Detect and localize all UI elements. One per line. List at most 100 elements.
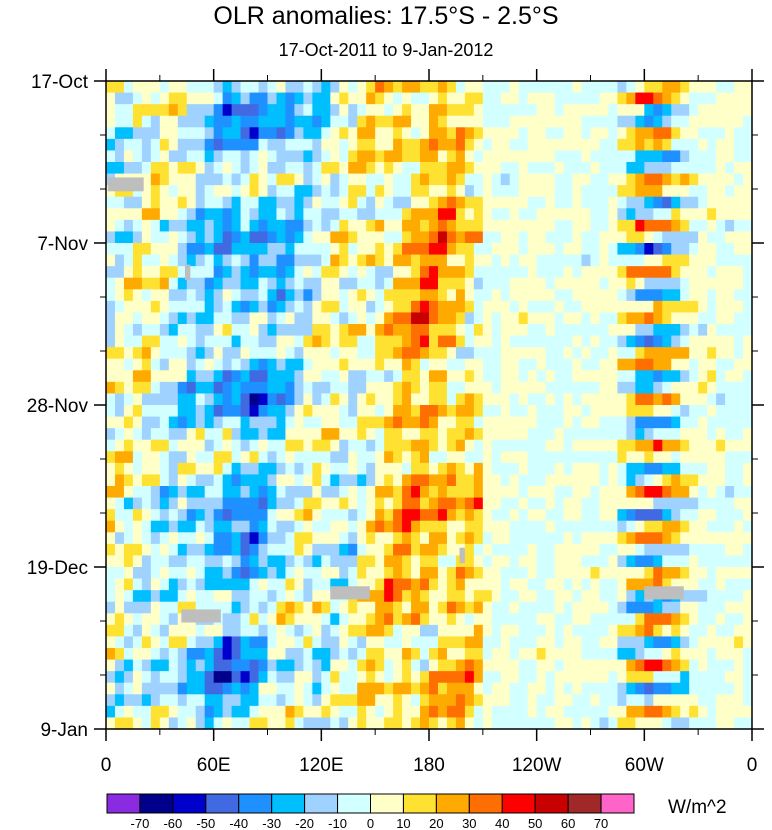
field-cell — [375, 243, 385, 256]
field-cell — [186, 266, 197, 279]
field-cell — [123, 486, 134, 499]
field-cell — [572, 474, 583, 487]
field-cell — [366, 358, 376, 371]
field-cell — [689, 486, 699, 499]
field-cell — [303, 173, 313, 186]
field-cell — [339, 555, 349, 568]
field-cell — [572, 717, 583, 730]
field-cell — [213, 277, 224, 290]
field-cell — [608, 682, 619, 695]
field-cell — [348, 138, 358, 152]
field-cell — [106, 601, 116, 614]
field-cell — [446, 104, 457, 117]
field-cell — [150, 324, 161, 337]
field-cell — [743, 671, 753, 684]
field-cell — [411, 648, 421, 661]
field-cell — [330, 254, 340, 267]
field-cell — [402, 648, 412, 661]
field-cell — [662, 231, 672, 244]
field-cell — [437, 624, 448, 638]
field-cell — [357, 300, 367, 314]
field-cell — [420, 289, 430, 302]
field-cell — [734, 601, 744, 614]
field-cell — [303, 370, 313, 383]
field-cell — [662, 312, 672, 325]
field-cell — [446, 509, 457, 522]
field-cell — [330, 381, 340, 395]
field-cell — [393, 601, 403, 614]
field-cell — [608, 462, 619, 476]
field-cell — [698, 381, 708, 395]
field-cell — [572, 115, 583, 128]
field-cell — [357, 219, 367, 233]
field-cell — [339, 648, 349, 661]
field-cell — [429, 243, 439, 256]
field-cell — [303, 416, 313, 429]
field-cell — [150, 393, 161, 406]
field-cell — [437, 636, 448, 649]
field-cell — [303, 624, 313, 638]
field-cell — [734, 381, 744, 395]
field-cell — [348, 509, 358, 522]
field-cell — [150, 254, 161, 267]
field-cell — [509, 243, 520, 256]
field-cell — [698, 370, 708, 383]
field-cell — [671, 219, 681, 233]
field-cell — [554, 567, 565, 580]
field-cell — [491, 474, 502, 487]
field-cell — [231, 104, 242, 117]
field-cell — [473, 92, 484, 105]
field-cell — [581, 578, 592, 591]
field-cell — [411, 486, 421, 499]
field-cell — [213, 462, 224, 476]
field-cell — [213, 219, 224, 233]
field-cell — [168, 81, 179, 94]
field-cell — [599, 659, 610, 672]
field-cell — [545, 578, 556, 591]
field-cell — [294, 648, 304, 661]
field-cell — [734, 243, 744, 256]
field-cell — [599, 509, 610, 522]
field-cell — [608, 324, 619, 337]
field-cell — [258, 162, 269, 175]
field-cell — [303, 358, 313, 371]
field-cell — [366, 185, 376, 198]
field-cell — [518, 81, 529, 94]
field-cell — [509, 185, 520, 198]
field-cell — [393, 196, 403, 209]
field-cell — [168, 335, 179, 348]
field-cell — [617, 104, 627, 117]
field-cell — [106, 92, 116, 105]
field-cell — [402, 358, 412, 371]
field-cell — [437, 405, 448, 418]
field-cell — [527, 254, 538, 267]
field-cell — [536, 405, 547, 418]
field-cell — [384, 682, 394, 695]
field-cell — [249, 428, 260, 441]
field-cell — [545, 104, 556, 117]
field-cell — [312, 266, 322, 279]
field-cell — [159, 81, 170, 94]
field-cell — [743, 173, 753, 186]
field-cell — [500, 173, 511, 186]
field-cell — [644, 150, 654, 163]
field-cell — [258, 173, 269, 186]
field-cell — [384, 705, 394, 719]
field-cell — [554, 659, 565, 672]
field-cell — [114, 624, 125, 638]
field-cell — [132, 150, 143, 163]
field-cell — [662, 636, 672, 649]
field-cell — [554, 451, 565, 464]
field-cell — [671, 381, 681, 395]
field-cell — [725, 590, 735, 603]
field-cell — [429, 613, 439, 626]
field-cell — [671, 173, 681, 186]
field-cell — [716, 92, 726, 105]
field-cell — [653, 300, 663, 314]
field-cell — [689, 532, 699, 545]
field-cell — [599, 300, 610, 314]
field-cell — [159, 358, 170, 371]
field-cell — [572, 462, 583, 476]
field-cell — [572, 636, 583, 649]
field-cell — [150, 92, 161, 105]
